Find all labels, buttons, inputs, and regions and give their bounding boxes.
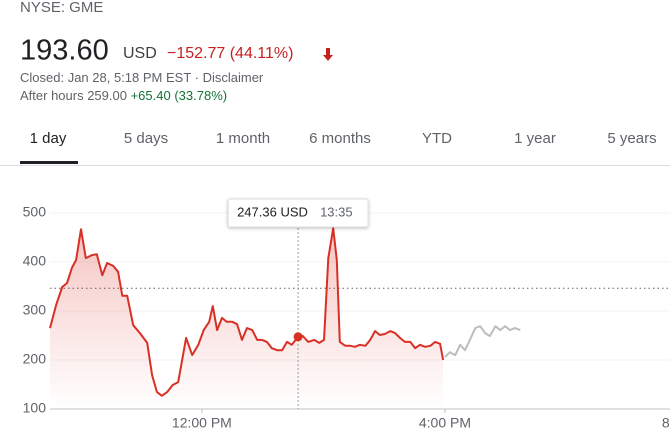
tab[interactable]: YTD xyxy=(422,130,452,147)
chart: 100 200 300 400 500 12:00 PM 4:00 PM 8:00 PM 247… xyxy=(23,198,670,431)
x-tick-label: 8:00 PM xyxy=(662,415,670,431)
x-tick-label: 12:00 PM xyxy=(172,415,232,431)
price-line xyxy=(49,227,445,397)
hover-dot xyxy=(293,332,303,342)
y-tick-label: 300 xyxy=(23,302,47,318)
x-tick-label: 4:00 PM xyxy=(419,415,471,431)
tooltip-box xyxy=(227,198,369,228)
tabs: 1 day 5 days 1 month 6 months YTD 1 year 5 yea… xyxy=(30,130,657,147)
y-tick-label: 400 xyxy=(23,253,47,269)
closed-line: Closed: Jan 28, 5:18 PM EST · Disclaimer xyxy=(20,70,264,85)
tooltip-time: 13:35 xyxy=(320,204,353,219)
tab[interactable]: 1 day xyxy=(30,130,67,147)
exchange: NYSE: GME xyxy=(20,0,103,16)
tab[interactable]: 6 months xyxy=(309,130,371,147)
area xyxy=(50,228,444,409)
tab[interactable]: 1 year xyxy=(514,130,556,147)
disclaimer-link[interactable]: Disclaimer xyxy=(203,70,264,85)
closed: Closed: Jan 28, 5:18 PM EST · xyxy=(20,70,199,85)
price: 193.60 xyxy=(20,35,109,67)
tab[interactable]: 5 days xyxy=(124,130,168,147)
change: −152.77 (44.11%) xyxy=(167,45,293,62)
currency: USD xyxy=(123,45,157,62)
price-line xyxy=(444,325,521,358)
tooltip-value: 247.36 USD xyxy=(237,204,308,219)
after-hours-change: +65.40 (33.78%) xyxy=(131,88,227,103)
tab-underline xyxy=(20,161,78,164)
y-tick-label: 100 xyxy=(23,400,47,416)
tab[interactable]: 1 month xyxy=(216,130,270,147)
after-hours-line: After hours 259.00 +65.40 (33.78%) xyxy=(20,88,227,103)
down-arrow xyxy=(323,48,333,61)
tab[interactable]: 5 years xyxy=(607,130,656,147)
y-tick-label: 200 xyxy=(23,351,47,367)
y-tick-label: 500 xyxy=(23,204,47,220)
after-hours: After hours 259.00 xyxy=(20,88,127,103)
